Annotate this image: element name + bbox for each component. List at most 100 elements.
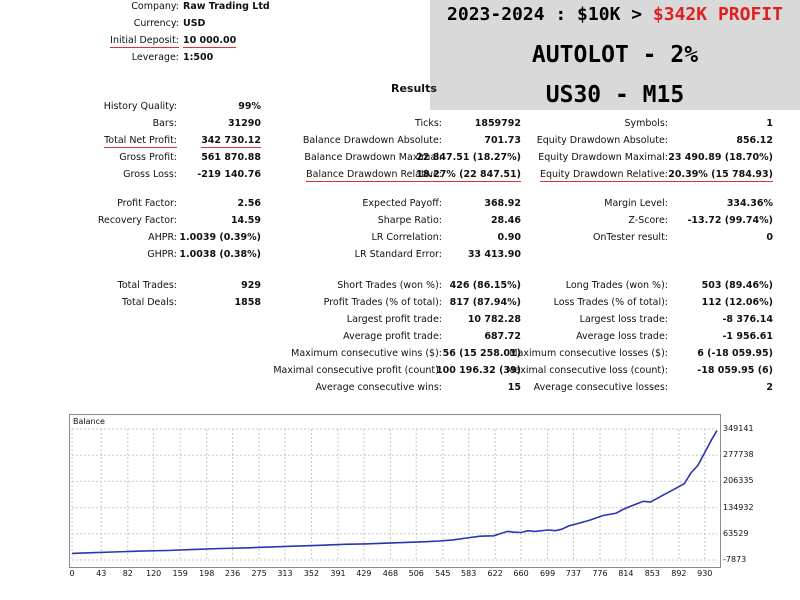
col2-stat-label-text: LR Standard Error: [354,249,442,260]
col2-stat-label-text: Average profit trade: [343,331,442,342]
col3-stat-value-text: -8 376.14 [722,314,773,325]
col3-stat-value-text: 334.36% [726,198,773,209]
col1-stat-value-text: 31290 [227,118,261,129]
col1-stat-label: Bars: [153,118,177,129]
col3-stat-value-text: 2 [766,382,773,393]
col2-stat-label-text: Ticks: [414,118,442,129]
col1-stat-value: 929 [241,280,261,291]
x-tick-label: 120 [146,569,162,578]
col2-stat-value-text: 56 (15 258.01) [442,348,521,359]
col2-stat-label: LR Standard Error: [355,249,442,260]
col3-stat-value: 6 (-18 059.95) [697,348,773,359]
col3-stat-value-text: -1 956.61 [722,331,773,342]
col2-stat-value: 0.90 [498,232,521,243]
col3-stat-value-text: 1 [766,118,773,129]
col3-stat-label-text: Loss Trades (% of total): [553,297,668,308]
y-tick-label: 349141 [723,424,754,433]
col2-stat-label-text: Balance Drawdown Maximal: [304,152,442,163]
x-tick-label: 468 [382,569,399,578]
banner-strategy: AUTOLOT - 2% [531,42,699,68]
y-tick-label: -7873 [723,555,747,564]
col2-stat-value-text: 817 (87.94%) [449,297,521,308]
col3-stat-value-text: -18 059.95 (6) [697,365,773,376]
col3-stat-value: 856.12 [736,135,773,146]
balance-line [71,430,718,555]
col1-stat-label: AHPR: [148,232,177,243]
col1-stat-value-text: 1.0038 (0.38%) [179,249,261,260]
col3-stat-value-text: 6 (-18 059.95) [697,348,773,359]
col2-stat-label-text: Balance Drawdown Absolute: [302,135,442,146]
col1-stat-value: 342 730.12 [201,135,261,148]
col2-stat-label: Maximum consecutive wins ($): [291,348,442,359]
col2-stat-value-text: 1859792 [474,118,521,129]
x-tick-label: 275 [251,569,267,578]
col2-stat-value-text: 687.72 [484,331,521,342]
x-tick-label: 814 [618,569,634,578]
col2-stat-label-text: Maximal consecutive profit (count): [273,365,442,376]
x-tick-label: 391 [330,569,346,578]
col3-stat-label: OnTester result: [593,232,668,243]
col3-stat-label: Z-Score: [628,215,668,226]
x-tick-label: 198 [199,569,215,578]
col2-stat-value: 368.92 [484,198,521,209]
balance-chart-svg [71,428,718,561]
x-tick-label: 159 [172,569,188,578]
col3-stat-label-text: Margin Level: [604,198,668,209]
col2-stat-value: 1859792 [475,118,521,129]
x-tick-label: 737 [565,569,582,578]
col2-stat-label: Average profit trade: [343,331,442,342]
col3-stat-value-text: 503 (89.46%) [701,280,773,291]
leverage-label: Leverage: [131,52,179,63]
x-tick-label: 622 [487,569,503,578]
col1-stat-value: 1.0038 (0.38%) [179,249,261,260]
col2-stat-label: Ticks: [415,118,442,129]
col3-stat-label-text: Average consecutive losses: [533,382,668,393]
col2-stat-value-text: 18.27% (22 847.51) [416,169,521,182]
col2-stat-label-text: Average consecutive wins: [315,382,442,393]
col3-stat-value: 0 [766,232,773,243]
col2-stat-value: 33 413.90 [468,249,521,260]
col3-stat-value-text: -13.72 (99.74%) [687,215,773,226]
col2-stat-value-text: 22 847.51 (18.27%) [416,152,521,163]
company-value: Raw Trading Ltd [183,1,270,12]
col3-stat-value-text: 856.12 [736,135,773,146]
col2-stat-label: Short Trades (won %): [337,280,442,291]
col2-stat-value: 100 196.32 (39) [436,365,521,376]
col3-stat-value: 112 (12.06%) [702,297,773,308]
col2-stat-value-text: 0.90 [497,232,521,243]
col3-stat-label-text: Equity Drawdown Absolute: [536,135,668,146]
col3-stat-label: Equity Drawdown Absolute: [537,135,668,146]
col3-stat-label: Average loss trade: [576,331,668,342]
col1-stat-label-text: AHPR: [148,232,177,243]
col1-stat-value-text: 1.0039 (0.39%) [179,232,261,243]
col3-stat-label: Maximal consecutive loss (count): [506,365,668,376]
col2-stat-value-text: 10 782.28 [467,314,521,325]
deposit-label: Initial Deposit: [110,35,179,48]
x-tick-label: 892 [671,569,687,578]
col2-stat-value: 426 (86.15%) [450,280,521,291]
deposit-value: 10 000.00 [183,35,237,48]
col1-stat-value: 2.56 [238,198,261,209]
col1-stat-value-text: 14.59 [230,215,261,226]
col1-stat-label: Total Deals: [122,297,177,308]
col1-stat-label-text: Bars: [152,118,177,129]
col2-stat-label-text: Expected Payoff: [362,198,442,209]
x-tick-label: 429 [356,569,372,578]
col1-stat-label-text: Recovery Factor: [97,215,177,226]
col2-stat-label-text: Profit Trades (% of total): [323,297,442,308]
col1-stat-label: Total Net Profit: [104,135,177,148]
col1-stat-value-text: 2.56 [237,198,261,209]
col1-stat-label-text: Total Trades: [117,280,177,291]
col3-stat-value: 2 [766,382,773,393]
col1-stat-value-text: 342 730.12 [201,135,261,148]
x-tick-label: 660 [513,569,529,578]
col3-stat-label: Long Trades (won %): [566,280,668,291]
col3-stat-value: -8 376.14 [722,314,773,325]
col2-stat-label: Maximal consecutive profit (count): [273,365,442,376]
col1-stat-label: Profit Factor: [117,198,177,209]
col2-stat-label-text: Largest profit trade: [346,314,442,325]
col2-stat-label-text: Sharpe Ratio: [377,215,442,226]
col1-stat-value: 1.0039 (0.39%) [179,232,261,243]
leverage-value: 1:500 [183,52,214,63]
col2-stat-label: Balance Drawdown Maximal: [304,152,442,163]
